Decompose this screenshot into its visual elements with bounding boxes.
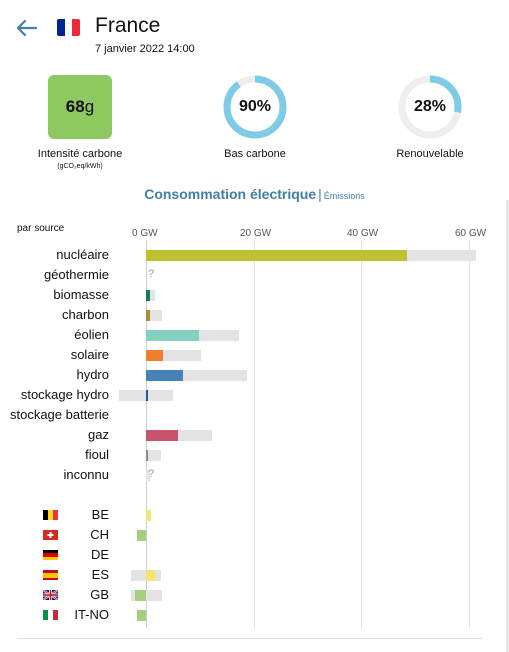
source-row-value-bar[interactable] — [146, 350, 164, 361]
carbon-intensity-value: 68 — [65, 97, 85, 116]
source-row-capacity-bar — [146, 290, 155, 301]
exchange-row-label: ES — [91, 567, 109, 582]
source-row-label: stockage hydro — [20, 387, 109, 402]
source-row-value-bar[interactable] — [146, 250, 407, 261]
source-row-capacity-bar — [146, 470, 150, 481]
gridline — [469, 240, 470, 628]
flag-it-no-icon — [43, 610, 58, 620]
renewable-ring — [398, 75, 462, 139]
source-row-value-bar[interactable] — [146, 330, 200, 341]
source-row-label: biomasse — [53, 287, 109, 302]
exchange-row-value-bar[interactable] — [137, 530, 146, 541]
zone-name: France — [95, 14, 161, 37]
exchange-row-label: GB — [90, 587, 109, 602]
renewable-label: Renouvelable — [396, 148, 464, 160]
low-carbon-label: Bas carbone — [224, 148, 286, 160]
exchange-row-label: CH — [90, 527, 109, 542]
source-row-value-bar[interactable] — [146, 370, 183, 381]
carbon-intensity-badge: 68 g — [48, 75, 112, 139]
source-row-label: stockage batterie — [9, 407, 109, 422]
source-row-capacity-bar — [146, 350, 202, 361]
source-row-label: éolien — [74, 327, 109, 342]
source-row-label: nucléaire — [56, 247, 109, 262]
x-tick-label: 60 GW — [455, 228, 487, 239]
source-row-value-bar[interactable] — [146, 290, 151, 301]
chart-tabs: Consommation électrique | Émissions — [0, 186, 509, 202]
flag-de-icon — [43, 550, 58, 560]
exchange-row-value-bar[interactable] — [146, 570, 155, 581]
source-row-value-bar[interactable] — [146, 390, 148, 401]
source-row-label: hydro — [76, 367, 109, 382]
source-row-capacity-bar — [146, 430, 212, 441]
source-row-label: fioul — [85, 447, 109, 462]
exchange-row-capacity-bar — [130, 590, 163, 601]
source-row-label: géothermie — [43, 267, 109, 282]
exchange-row-capacity-bar — [130, 570, 162, 581]
source-row-value-bar[interactable] — [146, 450, 148, 461]
datetime: 7 janvier 2022 14:00 — [95, 43, 195, 55]
scrollbar[interactable] — [506, 200, 509, 652]
exchange-row-label: BE — [91, 507, 109, 522]
x-tick-label: 0 GW — [132, 228, 158, 239]
gridline — [254, 240, 255, 628]
source-row-capacity-bar — [146, 310, 163, 321]
exchange-row-value-bar[interactable] — [135, 590, 146, 601]
carbon-intensity-sublabel: (gCO₂eq/kWh) — [57, 163, 103, 170]
france-flag-icon — [57, 19, 80, 36]
flag-ch-icon — [43, 530, 58, 540]
flag-be-icon — [43, 510, 58, 520]
gridline — [361, 240, 362, 628]
source-row-label: solaire — [70, 347, 109, 362]
source-row-capacity-bar — [146, 370, 248, 381]
top-bar: France 7 janvier 2022 14:00 — [0, 0, 509, 65]
source-row-label: inconnu — [63, 467, 109, 482]
back-arrow-icon[interactable] — [14, 18, 38, 38]
low-carbon-value: 90% — [238, 98, 272, 115]
x-tick-label: 20 GW — [240, 228, 272, 239]
renewable-value: 28% — [413, 98, 447, 115]
tab-emissions[interactable]: Émissions — [323, 191, 365, 201]
exchange-row-label: IT-NO — [74, 607, 109, 622]
chart-title: par source — [17, 223, 65, 234]
low-carbon-ring — [223, 75, 287, 139]
carbon-intensity-unit: g — [84, 97, 95, 116]
source-row-capacity-bar — [146, 450, 162, 461]
carbon-intensity-label: Intensité carbone — [37, 148, 123, 160]
exchange-row-value-bar[interactable] — [146, 510, 151, 521]
tab-consumption[interactable]: Consommation électrique — [144, 186, 317, 202]
source-row-value-bar[interactable] — [146, 310, 150, 321]
exchange-row-label: DE — [90, 547, 109, 562]
source-row-label: charbon — [62, 307, 109, 322]
source-row-unknown-mark: ? — [148, 468, 155, 480]
source-row-unknown-mark: ? — [148, 268, 155, 280]
flag-gb-icon — [43, 590, 58, 600]
divider — [17, 638, 483, 639]
exchange-row-value-bar[interactable] — [137, 610, 146, 621]
x-tick-label: 40 GW — [347, 228, 379, 239]
flag-es-icon — [43, 570, 58, 580]
source-row-label: gaz — [88, 427, 109, 442]
source-row-value-bar[interactable] — [146, 430, 179, 441]
tab-separator: | — [318, 186, 322, 202]
